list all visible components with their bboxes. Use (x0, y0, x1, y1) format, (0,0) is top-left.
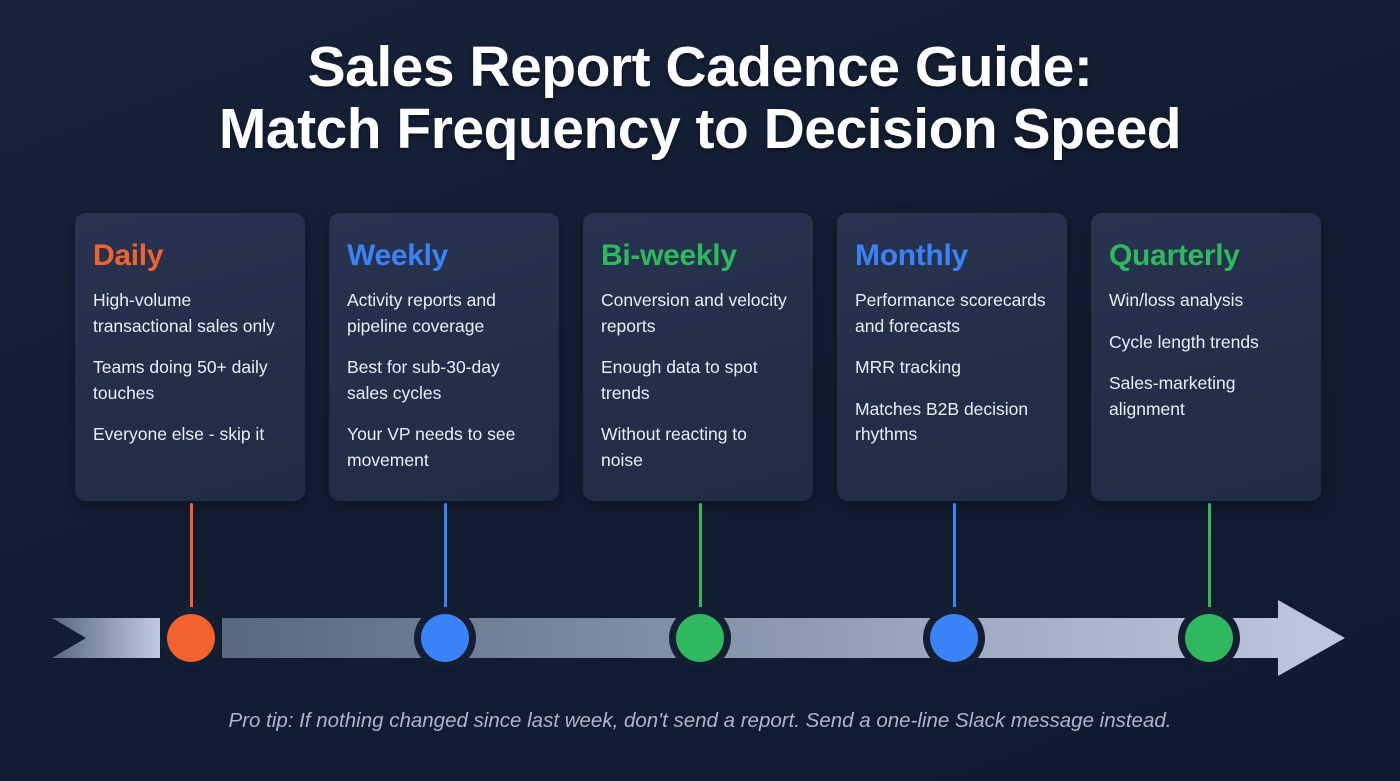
cadence-card-item: Conversion and velocity reports (601, 290, 787, 336)
cadence-card-heading: Weekly (347, 239, 449, 272)
title-line-1: Sales Report Cadence Guide: (307, 35, 1093, 99)
cadence-card-item: Sales-marketing alignment (1109, 373, 1236, 419)
cadence-card[interactable]: Monthly Performance scorecards and foreca… (837, 213, 1067, 501)
cadence-card[interactable]: Daily High-volume transactional sales onl… (75, 213, 305, 501)
timeline-marker-dot[interactable] (676, 614, 724, 662)
cadence-card-item: Your VP needs to see movement (347, 424, 516, 470)
timeline-marker-dot[interactable] (930, 614, 978, 662)
cadence-card-item: Performance scorecards and forecasts (855, 290, 1046, 336)
cadence-card-item: Enough data to spot trends (601, 357, 758, 403)
cadence-card-item: High-volume transactional sales only (93, 290, 275, 336)
cadence-card-heading: Quarterly (1109, 239, 1240, 272)
cadence-card-heading: Daily (93, 239, 164, 272)
cadence-card-item: Win/loss analysis (1109, 290, 1244, 310)
timeline-marker-dot[interactable] (167, 614, 215, 662)
cadence-card[interactable]: Weekly Activity reports and pipeline cove… (329, 213, 559, 501)
cadence-card-item: Cycle length trends (1109, 331, 1259, 352)
cadence-card-item: Teams doing 50+ daily touches (93, 357, 268, 403)
cadence-card-heading: Monthly (855, 239, 968, 272)
cadence-card-item: Best for sub-30-day sales cycles (347, 357, 500, 403)
cadence-card-row: Daily High-volume transactional sales onl… (75, 213, 1325, 501)
cadence-card-item: Matches B2B decision rhythms (855, 398, 1029, 445)
cadence-card[interactable]: Bi-weekly Conversion and velocity reports… (583, 213, 813, 501)
page-title: Sales Report Cadence Guide: Match Freque… (0, 36, 1400, 160)
cadence-card-item: Without reacting to noise (601, 424, 747, 470)
timeline-marker-dot[interactable] (421, 614, 469, 662)
timeline-marker-dot[interactable] (1185, 614, 1233, 662)
cadence-card-item: MRR tracking (855, 357, 961, 377)
cadence-card[interactable]: Quarterly Win/loss analysis Cycle length t… (1091, 213, 1321, 501)
cadence-card-heading: Bi-weekly (601, 239, 737, 272)
cadence-card-item: Activity reports and pipeline coverage (347, 290, 496, 336)
pro-tip-footer: Pro tip: If nothing changed since last w… (228, 709, 1172, 732)
title-line-2: Match Frequency to Decision Speed (218, 97, 1182, 161)
cadence-card-item: Everyone else - skip it (93, 424, 265, 444)
